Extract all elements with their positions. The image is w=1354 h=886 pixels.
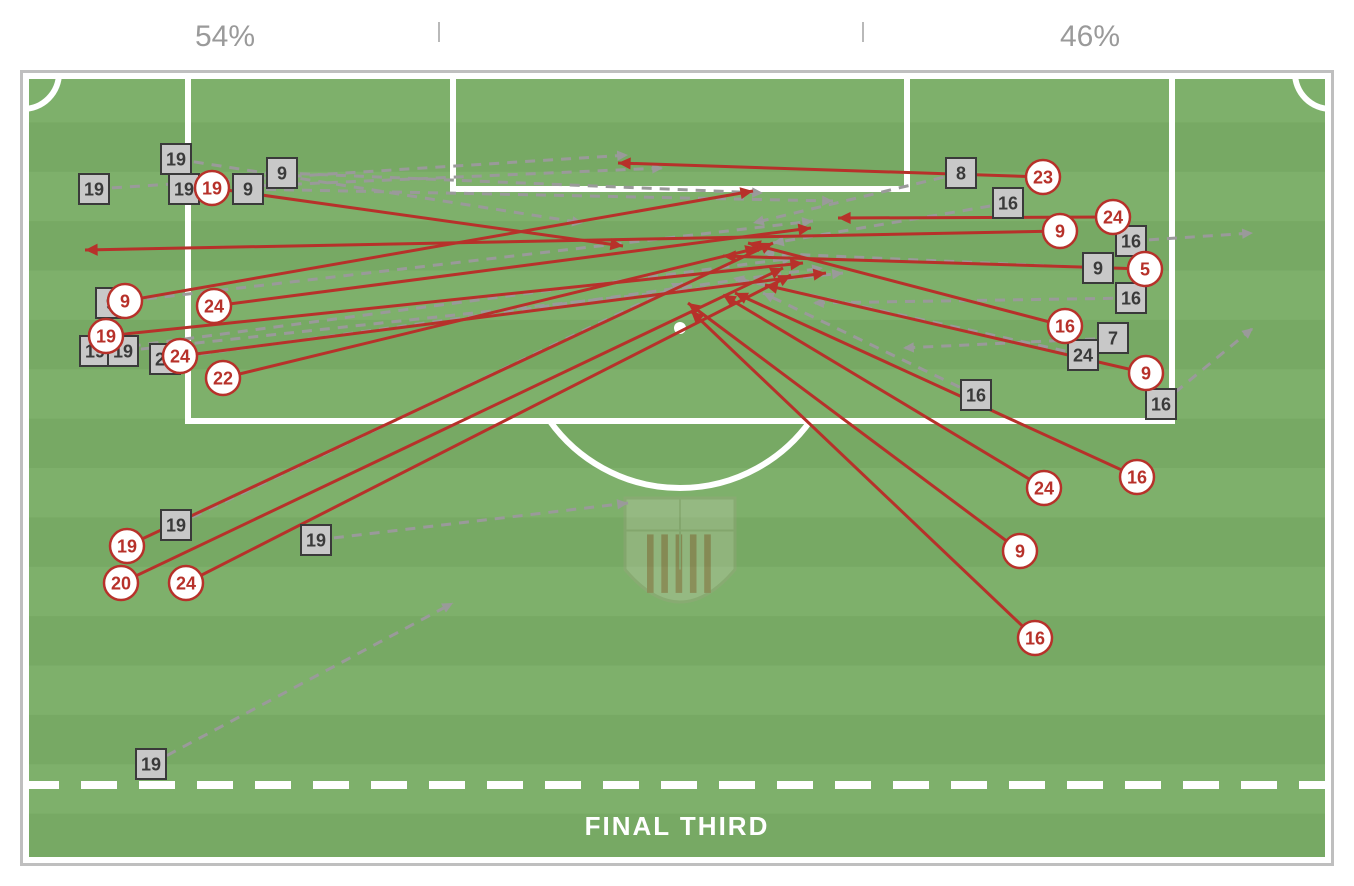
svg-text:19: 19 [166, 150, 186, 170]
final-third-label: FINAL THIRD [585, 811, 770, 841]
svg-text:24: 24 [1034, 478, 1054, 498]
svg-text:9: 9 [243, 180, 253, 200]
zone-header: 54% 46% [20, 20, 1334, 60]
svg-text:22: 22 [213, 368, 233, 388]
svg-text:20: 20 [111, 573, 131, 593]
player-marker-grey: 7 [1098, 323, 1128, 353]
player-marker-red: 9 [1043, 214, 1077, 248]
player-marker-red: 9 [108, 284, 142, 318]
svg-text:9: 9 [277, 164, 287, 184]
svg-text:8: 8 [956, 164, 966, 184]
player-marker-red: 16 [1048, 309, 1082, 343]
player-marker-grey: 19 [136, 749, 166, 779]
svg-text:5: 5 [1140, 259, 1150, 279]
svg-text:7: 7 [1108, 329, 1118, 349]
player-marker-grey: 9 [267, 158, 297, 188]
svg-text:19: 19 [306, 531, 326, 551]
player-marker-red: 9 [1003, 534, 1037, 568]
svg-text:9: 9 [1015, 541, 1025, 561]
player-marker-grey: 8 [946, 158, 976, 188]
player-marker-red: 24 [163, 339, 197, 373]
svg-text:19: 19 [96, 326, 116, 346]
player-marker-red: 20 [104, 566, 138, 600]
player-marker-grey: 16 [1146, 389, 1176, 419]
svg-text:24: 24 [204, 296, 224, 316]
zone-left-pct: 54% [195, 20, 255, 54]
zone-divider-1 [438, 22, 440, 42]
player-marker-grey: 9 [1083, 253, 1113, 283]
player-marker-red: 24 [1027, 471, 1061, 505]
svg-text:23: 23 [1033, 167, 1053, 187]
svg-text:24: 24 [1103, 207, 1123, 227]
player-marker-red: 24 [169, 566, 203, 600]
player-marker-red: 23 [1026, 160, 1060, 194]
zone-divider-2 [862, 22, 864, 42]
player-marker-red: 22 [206, 361, 240, 395]
player-marker-red: 16 [1018, 621, 1052, 655]
svg-text:24: 24 [170, 346, 190, 366]
player-marker-red: 19 [195, 171, 229, 205]
svg-text:9: 9 [120, 291, 130, 311]
svg-text:19: 19 [166, 516, 186, 536]
player-marker-red: 16 [1120, 460, 1154, 494]
player-marker-red: 24 [197, 289, 231, 323]
svg-text:16: 16 [1025, 628, 1045, 648]
svg-text:16: 16 [1055, 316, 1075, 336]
svg-text:19: 19 [84, 180, 104, 200]
svg-text:19: 19 [117, 536, 137, 556]
svg-text:9: 9 [1093, 259, 1103, 279]
svg-text:16: 16 [1127, 467, 1147, 487]
svg-text:19: 19 [202, 178, 222, 198]
player-marker-grey: 16 [993, 188, 1023, 218]
svg-text:16: 16 [1151, 395, 1171, 415]
svg-text:19: 19 [174, 180, 194, 200]
player-marker-grey: 16 [1116, 283, 1146, 313]
svg-text:16: 16 [1121, 232, 1141, 252]
player-marker-red: 5 [1128, 252, 1162, 286]
player-marker-red: 24 [1096, 200, 1130, 234]
player-marker-grey: 19 [161, 144, 191, 174]
player-marker-red: 19 [110, 529, 144, 563]
svg-text:19: 19 [141, 755, 161, 775]
player-marker-grey: 9 [233, 174, 263, 204]
player-marker-grey: 19 [301, 525, 331, 555]
player-marker-red: 19 [89, 319, 123, 353]
svg-text:16: 16 [998, 194, 1018, 214]
pitch-container: FINAL THIRD19191999919192419191981616916… [20, 70, 1334, 866]
player-marker-grey: 19 [161, 510, 191, 540]
svg-text:9: 9 [1055, 221, 1065, 241]
svg-text:16: 16 [1121, 289, 1141, 309]
zone-right-pct: 46% [1060, 20, 1120, 54]
player-marker-grey: 24 [1068, 340, 1098, 370]
player-marker-red: 9 [1129, 356, 1163, 390]
svg-text:24: 24 [176, 573, 196, 593]
svg-text:9: 9 [1141, 363, 1151, 383]
player-marker-grey: 19 [79, 174, 109, 204]
svg-text:16: 16 [966, 386, 986, 406]
svg-text:24: 24 [1073, 346, 1093, 366]
player-marker-grey: 16 [961, 380, 991, 410]
club-badge [625, 498, 735, 602]
pitch-svg: FINAL THIRD19191999919192419191981616916… [23, 73, 1331, 863]
